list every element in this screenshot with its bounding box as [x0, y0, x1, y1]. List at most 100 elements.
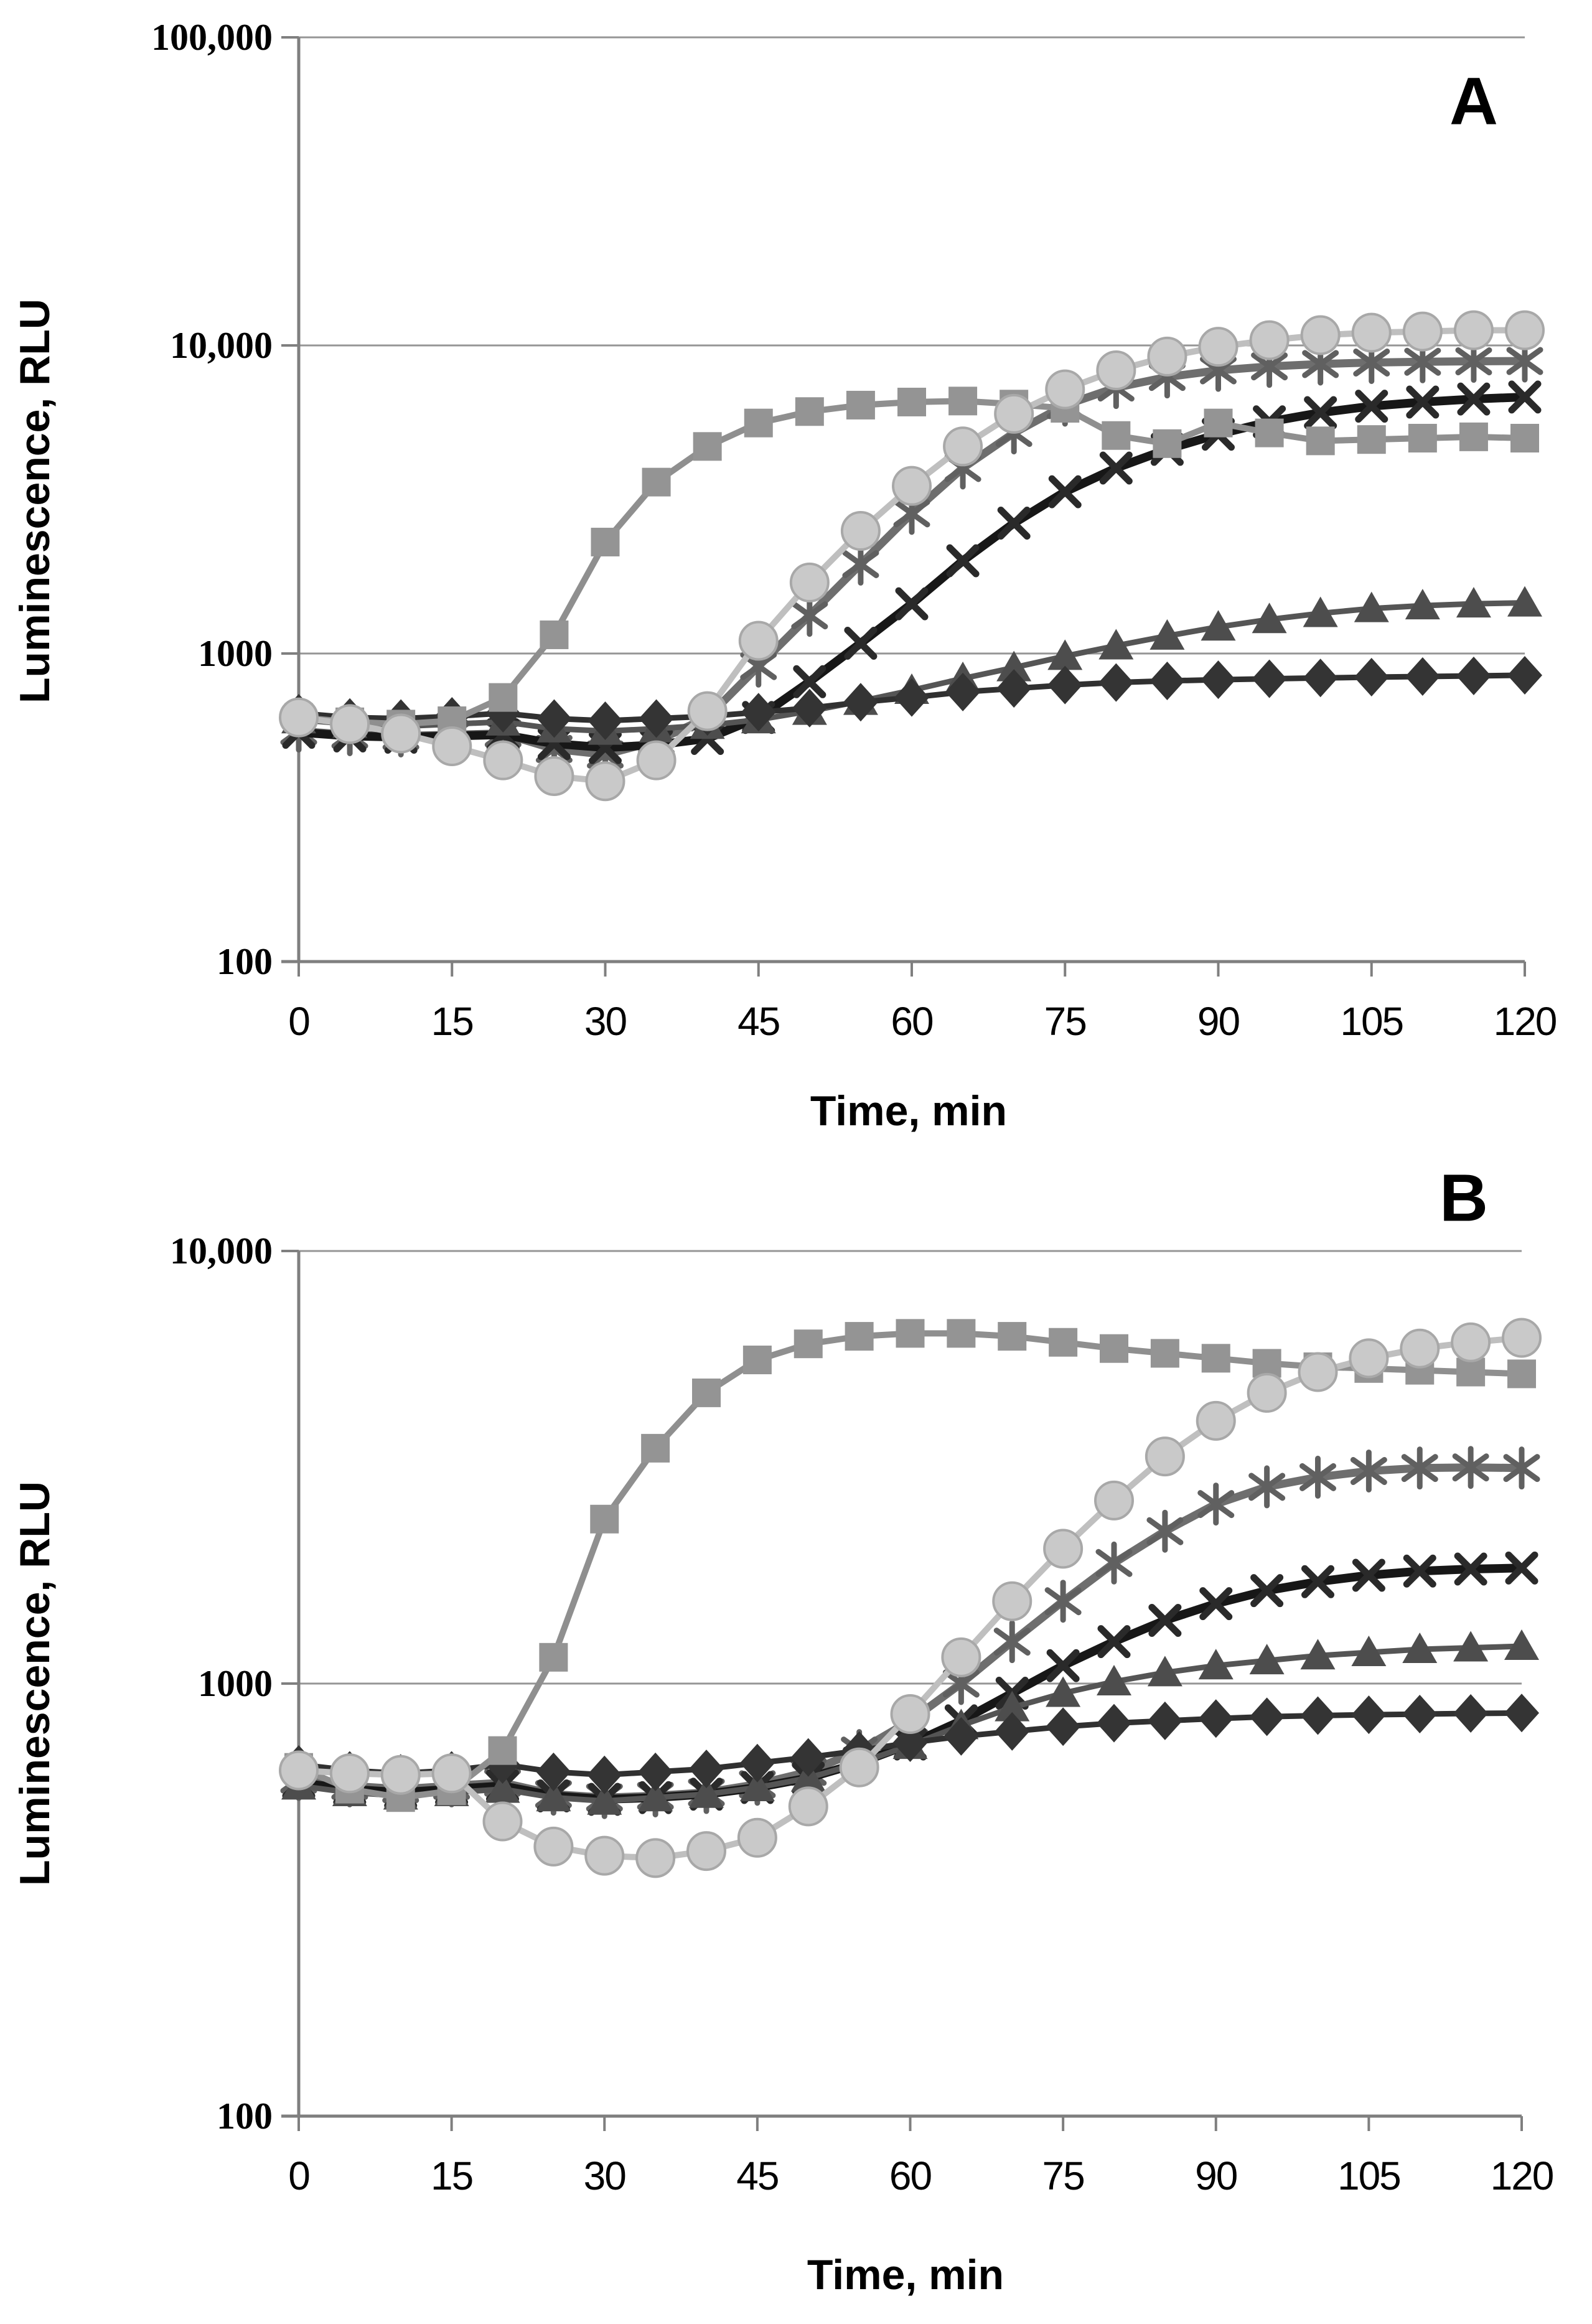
- y-tick-label: 1000: [198, 1663, 273, 1704]
- square-marker: [795, 397, 824, 426]
- circle-marker: [943, 426, 983, 467]
- square-marker: [1153, 429, 1182, 458]
- x-marker: [1355, 390, 1388, 423]
- diamond-marker: [741, 693, 776, 732]
- circle-marker: [737, 1817, 777, 1858]
- diamond-marker: [739, 1743, 775, 1783]
- triangle-marker: [995, 1690, 1030, 1722]
- circle-marker: [432, 726, 472, 767]
- circle-marker: [1094, 1480, 1134, 1520]
- x-tick-label: 45: [737, 999, 779, 1044]
- diamond-marker: [1198, 1699, 1234, 1738]
- series-circles: [279, 310, 1545, 802]
- x-marker: [1352, 1558, 1385, 1592]
- triangle-marker: [1354, 591, 1389, 622]
- square-marker: [641, 1433, 670, 1463]
- diamond-marker: [587, 1755, 622, 1794]
- y-tick-label: 100,000: [151, 17, 273, 58]
- diamond-marker: [1249, 1697, 1285, 1736]
- asterisk-marker: [1095, 1541, 1133, 1585]
- x-marker: [1454, 1552, 1487, 1586]
- diamond-marker: [1453, 1694, 1489, 1733]
- circle-marker: [1451, 1322, 1491, 1362]
- diamond-marker: [1456, 656, 1491, 695]
- x-marker: [1148, 1603, 1182, 1637]
- diamond-marker: [536, 1752, 571, 1791]
- square-marker: [1255, 418, 1284, 447]
- diamond-marker: [943, 1717, 979, 1756]
- circle-marker: [1402, 311, 1443, 352]
- circle-marker: [482, 1801, 523, 1842]
- triangle-marker: [1201, 610, 1236, 641]
- x-tick-label: 30: [584, 2153, 626, 2198]
- circle-marker: [1349, 1338, 1389, 1379]
- circle-marker: [279, 1750, 319, 1791]
- square-marker: [1102, 421, 1131, 450]
- x-tick-label: 60: [891, 999, 933, 1044]
- y-axis-title-panel-a: Luminescence, RLU: [11, 299, 59, 703]
- diamond-marker: [945, 672, 981, 711]
- square-marker: [947, 1319, 976, 1348]
- x-tick-label: 0: [288, 2153, 309, 2198]
- circle-marker: [687, 691, 728, 731]
- asterisk-marker: [791, 594, 828, 637]
- diamond-marker: [1300, 1696, 1336, 1735]
- x-marker: [1304, 396, 1337, 429]
- triangle-marker: [739, 1771, 775, 1802]
- square-marker: [1459, 422, 1488, 451]
- circle-marker: [992, 1581, 1032, 1621]
- square-marker: [897, 387, 926, 416]
- circle-marker: [1096, 350, 1136, 391]
- triangle-marker: [1303, 596, 1338, 627]
- x-marker: [844, 626, 878, 660]
- triangle-marker: [1402, 1632, 1438, 1663]
- circle-marker: [483, 740, 523, 780]
- triangle-marker: [1405, 589, 1440, 620]
- triangle-marker: [1351, 1636, 1387, 1667]
- triangle-marker: [1098, 629, 1134, 660]
- circle-marker: [941, 1637, 981, 1677]
- diamond-marker: [1303, 658, 1338, 698]
- triangle-marker: [1504, 1629, 1539, 1660]
- asterisk-marker: [1146, 1509, 1184, 1553]
- triangle-marker: [689, 1777, 724, 1808]
- x-marker: [1457, 382, 1491, 416]
- square-marker: [998, 1322, 1027, 1351]
- series-diamonds: [281, 655, 1542, 741]
- circle-marker: [431, 1753, 472, 1794]
- square-marker: [1201, 1344, 1230, 1373]
- x-axis-title-panel-b: Time, min: [807, 2251, 1004, 2298]
- diamond-marker: [1150, 661, 1185, 700]
- y-tick-label: 10,000: [170, 1230, 273, 1272]
- x-tick-label: 75: [1042, 2153, 1084, 2198]
- square-marker: [693, 432, 722, 461]
- triangle-marker: [1047, 639, 1083, 670]
- square-marker: [845, 1322, 874, 1351]
- square-marker: [1510, 424, 1539, 453]
- triangle-marker: [1046, 1676, 1081, 1707]
- panel-label-a: A: [1449, 63, 1498, 139]
- y-axis-title-panel-b: Luminescence, RLU: [11, 1481, 59, 1886]
- diamond-marker: [1098, 663, 1134, 702]
- asterisk-marker: [1044, 1580, 1082, 1623]
- x-marker: [1505, 1551, 1538, 1585]
- square-marker: [744, 408, 773, 438]
- triangle-marker: [536, 1781, 571, 1812]
- circle-marker: [381, 713, 421, 754]
- x-tick-label: 0: [288, 999, 309, 1044]
- x-tick-label: 30: [584, 999, 627, 1044]
- diamond-marker: [792, 688, 827, 728]
- circle-marker: [1145, 1436, 1185, 1477]
- asterisk-marker: [1299, 1455, 1336, 1499]
- square-marker: [539, 1642, 568, 1672]
- square-marker: [1408, 424, 1437, 453]
- circle-marker: [584, 1835, 625, 1876]
- circle-marker: [1351, 312, 1392, 353]
- diamond-marker: [1402, 1695, 1438, 1734]
- diamond-marker: [892, 1723, 928, 1762]
- asterisk-marker: [1248, 1465, 1286, 1509]
- x-marker: [1097, 1625, 1131, 1659]
- x-tick-label: 120: [1491, 2153, 1553, 2198]
- diamond-marker: [894, 678, 929, 717]
